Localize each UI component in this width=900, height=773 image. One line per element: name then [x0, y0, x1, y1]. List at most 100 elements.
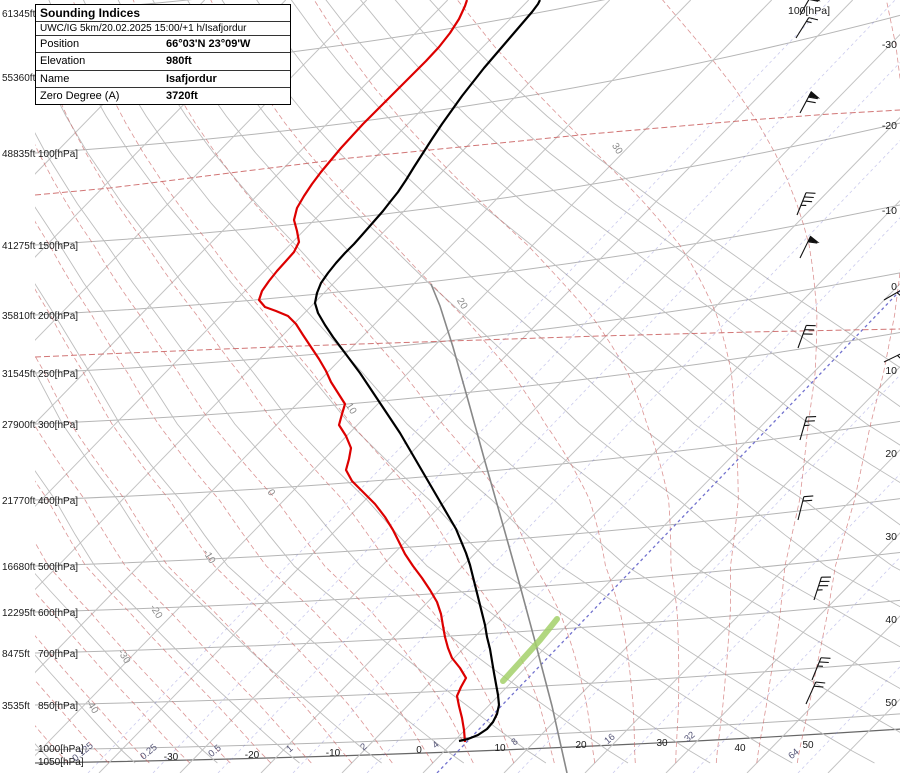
moist-adiabat-line	[35, 679, 110, 764]
info-label: Zero Degree (A)	[40, 89, 120, 102]
dry-adiabat-line	[429, 0, 900, 369]
wind-barb	[883, 287, 900, 301]
info-label: Name	[40, 72, 70, 85]
bottom-temp-label: 10	[494, 743, 506, 754]
bottom-mixing-label: 0.25	[138, 742, 159, 762]
isobar-line	[35, 14, 900, 154]
isotherm-line	[341, 199, 900, 773]
right-temp-label: -20	[882, 120, 897, 132]
bottom-temp-label: 40	[734, 743, 746, 754]
bottom-temp-label: 0	[416, 745, 422, 756]
moist-adiabat-label: 30	[609, 141, 624, 157]
moist-adiabat-label: -40	[83, 698, 100, 716]
isotherm-line	[35, 0, 530, 508]
isotherm-line	[35, 0, 206, 175]
moist-adiabat-line	[35, 288, 393, 764]
dry-adiabat-line	[35, 654, 136, 764]
info-value: 980ft	[166, 55, 192, 68]
isobar-line	[35, 660, 900, 706]
dry-adiabat-line	[221, 0, 900, 608]
right-temp-label: 40	[885, 614, 897, 626]
wind-barb	[797, 324, 816, 349]
isotherm-line	[35, 0, 449, 424]
right-temp-label: 10	[885, 365, 897, 377]
isobar-line	[35, 551, 900, 613]
left-altitude-label: 31545ft	[2, 369, 36, 380]
isobar-line	[35, 122, 900, 246]
isotherm-line	[35, 0, 287, 258]
moist-adiabat-label: 0	[265, 488, 278, 499]
dry-adiabat-line	[186, 0, 900, 648]
dry-adiabat-line	[394, 0, 900, 408]
bottom-mixing-label: 0.5	[206, 743, 223, 760]
mixing-ratio-line	[366, 217, 900, 773]
left-pressure-label: 300[hPa]	[38, 420, 78, 431]
info-label: Elevation	[40, 55, 86, 68]
moist-adiabat-line	[35, 541, 231, 764]
mixing-ratio-line	[436, 289, 900, 773]
left-altitude-label: 27900ft	[2, 420, 36, 431]
isotherm-line	[503, 366, 900, 773]
bottom-mixing-label: 8	[509, 736, 520, 748]
dry-adiabat-line	[82, 0, 875, 764]
right-temp-label: -10	[882, 205, 897, 217]
wind-barb	[811, 657, 831, 681]
isobar-line	[35, 713, 900, 751]
wind-barb	[799, 235, 820, 259]
left-altitude-label: 16680ft	[2, 562, 36, 573]
isobar-line	[35, 728, 900, 764]
moist-adiabat-line	[35, 635, 150, 764]
bottom-temp-label: -10	[326, 748, 341, 759]
bottom-temp-label: 50	[802, 740, 814, 751]
left-pressure-label: 700[hPa]	[38, 649, 78, 660]
dry-adiabat-line	[325, 0, 900, 484]
moist-adiabat-label: 20	[454, 296, 469, 312]
left-pressure-label: 200[hPa]	[38, 311, 78, 322]
mixing-ratio-line	[87, 0, 831, 773]
moist-adiabat-line	[35, 591, 191, 764]
info-value: 3720ft	[166, 89, 198, 102]
mixing-ratio-line	[152, 0, 896, 773]
temperature-curve	[313, 0, 541, 743]
left-pressure-label: 250[hPa]	[38, 369, 78, 380]
isobar-line	[35, 272, 900, 374]
isobar-line	[35, 498, 900, 567]
dry-adiabat-line	[35, 51, 711, 764]
bottom-temp-label: 20	[575, 740, 587, 751]
top-right-pressure-label: 100[hPa]	[788, 5, 830, 17]
left-altitude-label: 35810ft	[2, 311, 36, 322]
moist-adiabat-line	[35, 480, 272, 764]
left-altitude-label: 21770ft	[2, 496, 36, 507]
bottom-temp-label: 30	[656, 738, 668, 749]
parcel-line	[430, 283, 568, 773]
moist-adiabat-line	[72, 0, 555, 764]
dewpoint-curve	[257, 0, 469, 743]
left-altitude-label: 3535ft	[2, 701, 30, 712]
isotherm-line	[179, 33, 900, 773]
isotherm-line	[665, 532, 900, 773]
isobar-line	[35, 204, 900, 316]
bottom-mixing-label: 1	[284, 743, 295, 755]
left-altitude-label: 8475ft	[2, 649, 30, 660]
right-temp-label: 50	[885, 697, 897, 709]
mixing-ratio-line	[612, 473, 900, 773]
left-pressure-label: 1000[hPa]	[38, 744, 84, 755]
mixing-ratio-line	[217, 62, 900, 773]
isotherm-line	[260, 116, 900, 773]
dry-adiabat-line	[48, 0, 793, 764]
dry-adiabat-line	[35, 206, 547, 764]
wind-barb	[796, 192, 816, 216]
isotherm-line	[35, 0, 368, 341]
dry-adiabat-line	[117, 0, 900, 733]
right-temp-label: -30	[882, 39, 897, 51]
right-temp-label: 20	[885, 448, 897, 460]
dry-adiabat-line	[290, 0, 900, 526]
wind-barb	[813, 576, 831, 601]
panel-subtitle: UWC/IG 5km/20.02.2025 15:00/+1 h/Isafjor…	[36, 22, 290, 36]
dry-adiabat-line	[360, 0, 900, 446]
mixing-ratio-line	[692, 556, 900, 773]
dry-adiabat-line	[35, 132, 629, 764]
isotherm-line	[35, 0, 692, 674]
